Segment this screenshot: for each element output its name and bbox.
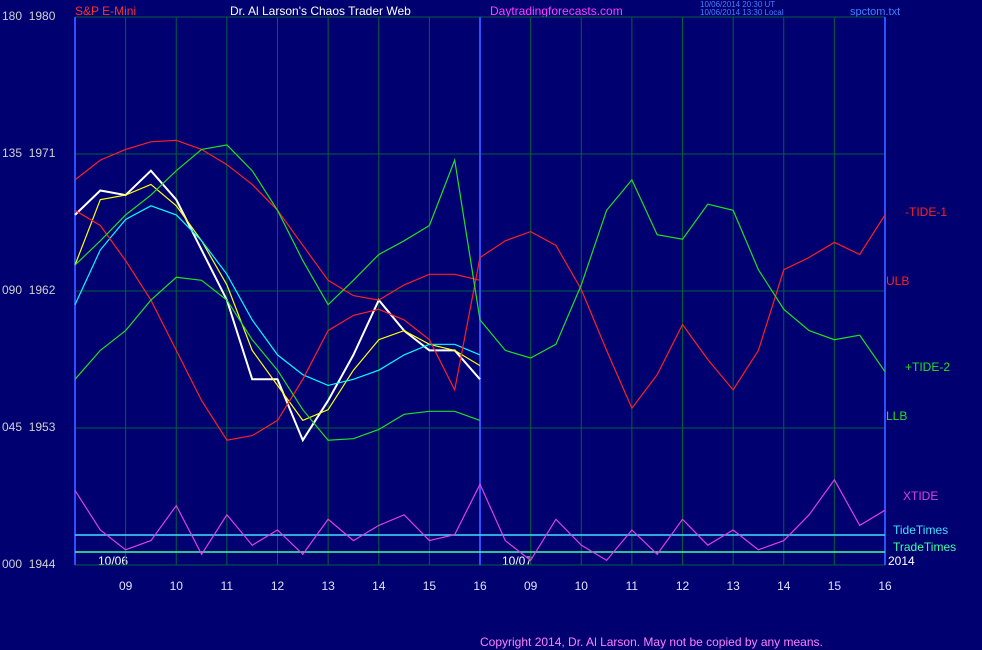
date-label: 10/07	[502, 554, 532, 568]
series-label: -TIDE-1	[905, 205, 947, 219]
date-label: 2014	[888, 554, 915, 568]
x-tick-label: 10	[575, 579, 589, 593]
x-tick-label: 11	[221, 579, 234, 593]
symbol: S&P E-Mini	[75, 4, 136, 18]
x-tick-label: 12	[271, 579, 285, 593]
y-tick-label: 000 1944	[2, 557, 56, 571]
timestamp: 10/06/2014 13:30 Local	[700, 8, 784, 17]
series-label: XTIDE	[903, 489, 938, 503]
x-tick-label: 15	[828, 579, 842, 593]
x-tick-label: 13	[321, 579, 335, 593]
timeline-label: TideTimes	[893, 523, 948, 537]
series-line	[74, 276, 481, 441]
series-line	[74, 144, 886, 373]
x-tick-label: 13	[726, 579, 740, 593]
x-tick-label: 14	[372, 579, 386, 593]
y-tick-label: 135 1971	[2, 146, 56, 160]
series-label: LLB	[886, 409, 907, 423]
x-tick-label: 14	[777, 579, 791, 593]
x-tick-label: 09	[524, 579, 538, 593]
chart-title: Dr. Al Larson's Chaos Trader Web	[230, 4, 411, 18]
y-tick-label: 180 1980	[2, 9, 56, 23]
x-tick-label: 16	[878, 579, 892, 593]
y-tick-label: 090 1962	[2, 283, 56, 297]
series-line	[74, 183, 481, 422]
timestamp: 10/06/2014 20:30 UT	[700, 0, 775, 9]
date-label: 10/06	[98, 554, 128, 568]
site: Daytradingforecasts.com	[490, 4, 623, 18]
timeline-label: TradeTimes	[893, 540, 956, 554]
series-label: +TIDE-2	[905, 360, 950, 374]
file-name: spctom.txt	[850, 6, 900, 18]
y-tick-label: 045 1953	[2, 420, 56, 434]
series-line	[74, 169, 481, 443]
x-tick-label: 09	[119, 579, 133, 593]
x-tick-label: 11	[626, 579, 639, 593]
x-tick-label: 16	[473, 579, 487, 593]
series-label: ULB	[886, 274, 909, 288]
series-line	[74, 209, 886, 441]
x-tick-label: 12	[676, 579, 690, 593]
x-tick-label: 15	[423, 579, 437, 593]
copyright: Copyright 2014, Dr. Al Larson. May not b…	[480, 635, 823, 649]
x-tick-label: 10	[170, 579, 184, 593]
series-line	[74, 205, 481, 387]
series-line	[74, 478, 886, 562]
grid	[75, 16, 886, 566]
